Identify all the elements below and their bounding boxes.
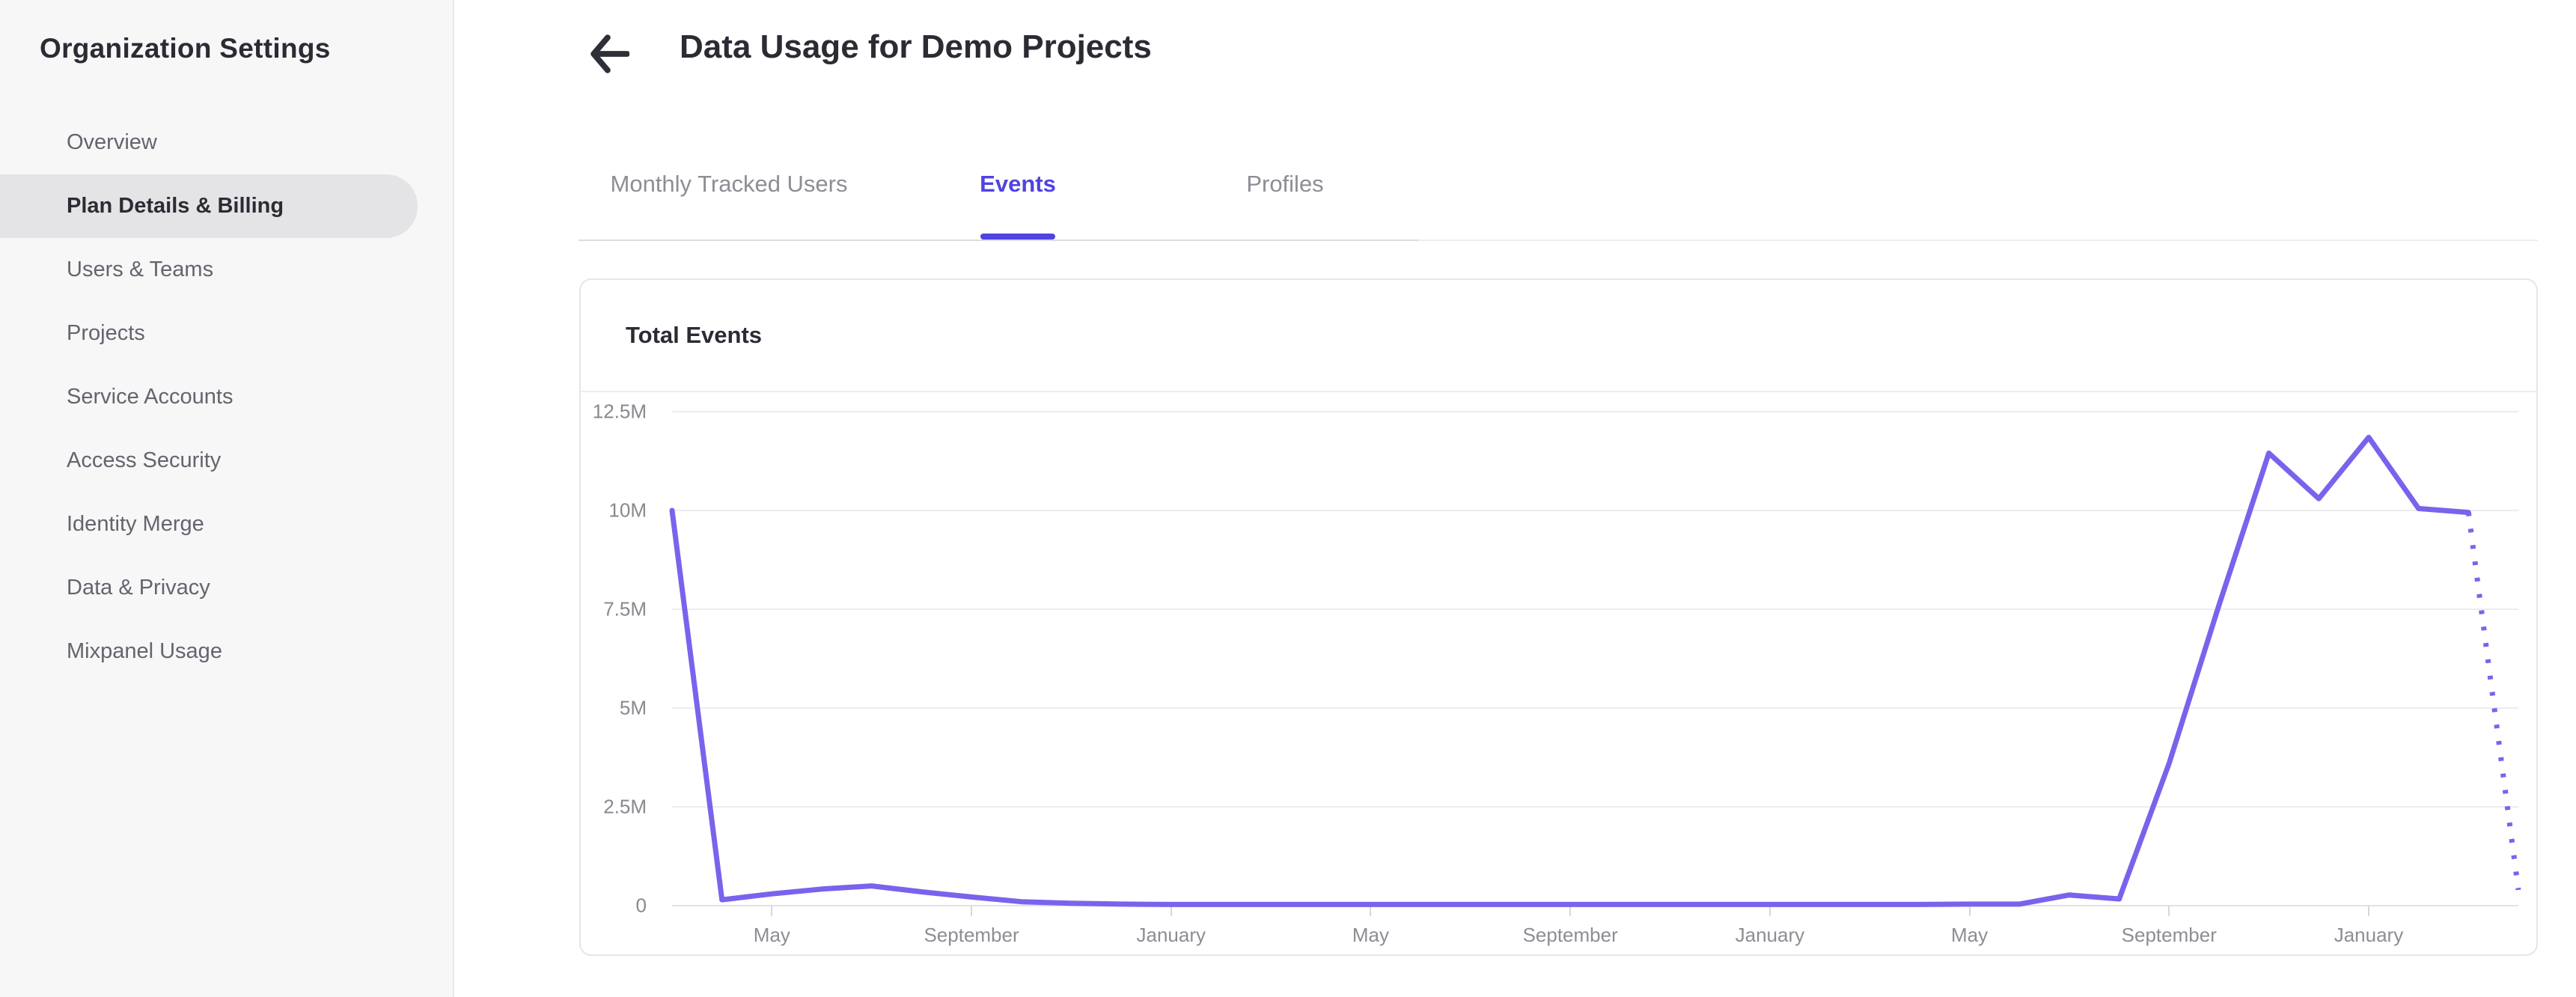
y-axis-label: 5M — [619, 696, 647, 719]
sidebar-item-service-accounts[interactable]: Service Accounts — [67, 385, 234, 409]
events-line-solid — [669, 434, 2471, 907]
sidebar: Organization Settings Overview Plan Detai… — [0, 0, 454, 997]
x-axis-tick — [1768, 906, 1771, 916]
y-axis-label: 10M — [608, 498, 647, 522]
page-title: Data Usage for Demo Projects — [680, 28, 1152, 65]
usage-card: Total Events 12.5M 10M 7.5M 5M 2.5M 0 May Septe… — [579, 278, 2538, 956]
sidebar-item-mixpanel-usage[interactable]: Mixpanel Usage — [67, 639, 222, 663]
x-axis-label: January — [1735, 924, 1805, 946]
tabs-bottom-border — [579, 240, 1418, 241]
x-axis-tick — [771, 906, 773, 916]
gridline-12.5m — [672, 411, 2518, 412]
x-axis-label: January — [1136, 924, 1206, 946]
sidebar-item-data-and-privacy[interactable]: Data & Privacy — [67, 576, 210, 600]
gridline-7.5m — [672, 609, 2518, 610]
sidebar-item-overview[interactable]: Overview — [67, 130, 157, 154]
x-axis-label: May — [753, 924, 790, 946]
x-axis-tick — [971, 906, 973, 916]
x-axis-tick — [1569, 906, 1572, 916]
total-events-chart: 12.5M 10M 7.5M 5M 2.5M 0 May September January Ma… — [593, 400, 2521, 946]
sidebar-item-plan-details-and-billing[interactable]: Plan Details & Billing — [0, 174, 418, 238]
tabs-separator — [579, 240, 2538, 241]
tab-monthly-tracked-users[interactable]: Monthly Tracked Users — [610, 171, 848, 197]
card-title: Total Events — [626, 322, 763, 348]
sidebar-title: Organization Settings — [40, 33, 331, 64]
sidebar-nav: Overview Plan Details & Billing Users & Te… — [0, 111, 453, 683]
x-axis-label: September — [1522, 924, 1618, 946]
card-header: Total Events — [581, 280, 2536, 392]
y-axis-label: 0 — [635, 894, 647, 917]
x-axis-tick — [1170, 906, 1172, 916]
sidebar-item-users-and-teams[interactable]: Users & Teams — [67, 257, 214, 281]
x-axis-tick — [2168, 906, 2170, 916]
x-axis-label: September — [924, 924, 1019, 946]
y-axis-label: 12.5M — [592, 400, 647, 423]
gridline-5m — [672, 707, 2518, 709]
x-axis-label: May — [1951, 924, 1989, 946]
sidebar-item-access-security[interactable]: Access Security — [67, 448, 222, 472]
tab-events[interactable]: Events — [980, 171, 1056, 197]
x-axis-tick — [2367, 906, 2369, 916]
active-tab-underline — [980, 234, 1055, 240]
sidebar-item-identity-merge[interactable]: Identity Merge — [67, 512, 204, 536]
y-axis-label: 7.5M — [603, 597, 647, 621]
gridline-10m — [672, 510, 2518, 511]
back-button[interactable] — [590, 34, 629, 73]
back-arrow-icon — [590, 34, 629, 73]
events-line-projected-dotted — [2465, 512, 2521, 891]
x-axis-label: May — [1352, 924, 1390, 946]
gridline-2.5m — [672, 806, 2518, 808]
y-axis-label: 2.5M — [603, 795, 647, 818]
tab-profiles[interactable]: Profiles — [1246, 171, 1324, 197]
x-axis-tick — [1968, 906, 1971, 916]
sidebar-item-projects[interactable]: Projects — [67, 321, 145, 345]
x-axis-tick — [1370, 906, 1372, 916]
events-line-plot — [669, 434, 2521, 907]
x-axis-label: September — [2121, 924, 2217, 946]
x-axis-label: January — [2334, 924, 2404, 946]
